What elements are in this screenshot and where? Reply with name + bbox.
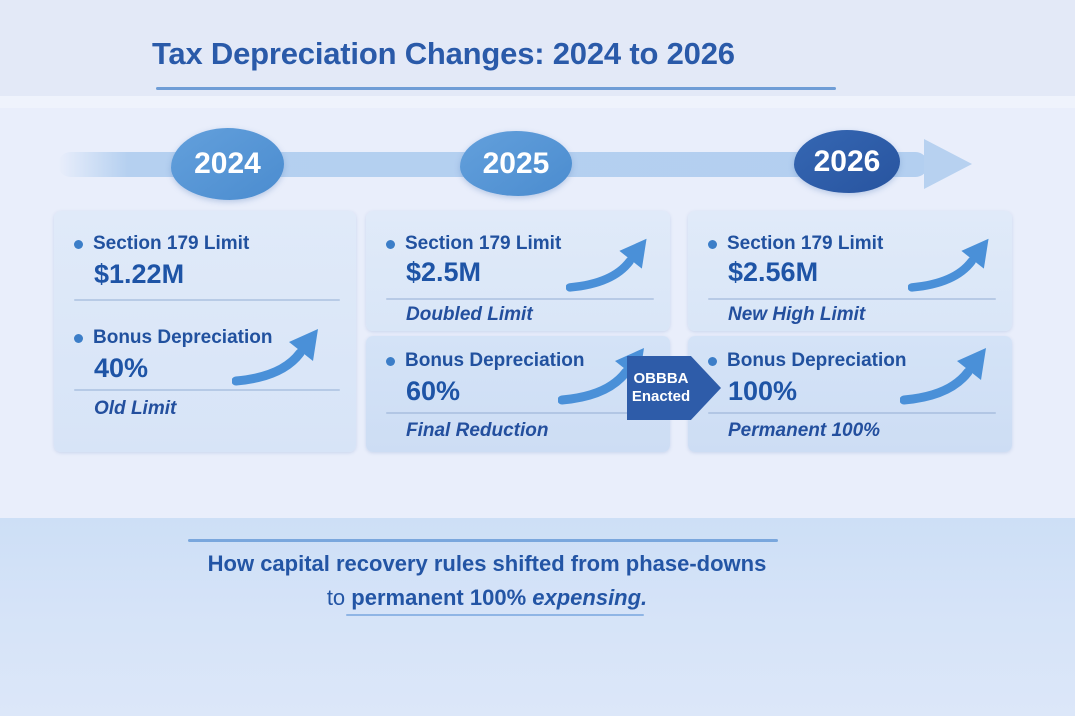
divider bbox=[386, 412, 654, 414]
bullet-icon bbox=[708, 239, 717, 249]
card-2026: Section 179 Limit $2.56M New High Limit … bbox=[688, 211, 1012, 452]
growth-arrow-icon bbox=[232, 329, 318, 386]
growth-arrow-icon bbox=[566, 238, 647, 292]
bullet-icon bbox=[708, 356, 717, 366]
footer-caption-segment: to bbox=[326, 585, 352, 610]
footer-caption-line1: How capital recovery rules shifted from … bbox=[207, 551, 767, 576]
footer-caption-segment: permanent 100% bbox=[351, 585, 533, 610]
footer-caption-line2: to permanent 100% expensing. bbox=[142, 583, 832, 613]
metric-label-text: Section 179 Limit bbox=[727, 233, 884, 254]
obbba-line1: OBBBA bbox=[633, 370, 689, 387]
metric-label-text: Bonus Depreciation bbox=[93, 327, 273, 348]
divider bbox=[74, 299, 340, 301]
metric-caption: Old Limit bbox=[94, 398, 177, 419]
title-underline bbox=[156, 87, 836, 90]
header-band bbox=[0, 0, 1075, 96]
bullet-icon bbox=[386, 239, 395, 249]
metric-label: Section 179 Limit bbox=[74, 233, 249, 255]
metric-value: 100% bbox=[728, 376, 798, 406]
card-2026-bonus-depreciation: Bonus Depreciation 100% Permanent 100% bbox=[688, 336, 1012, 452]
metric-label: Bonus Depreciation bbox=[74, 327, 272, 349]
metric-value: $1.22M bbox=[94, 259, 185, 289]
bullet-icon bbox=[386, 356, 395, 366]
metric-label-text: Bonus Depreciation bbox=[727, 350, 907, 371]
metric-caption: Permanent 100% bbox=[728, 420, 881, 441]
timeline-node-2026: 2026 bbox=[794, 130, 900, 193]
card-2025: Section 179 Limit $2.5M Doubled Limit Bo… bbox=[366, 211, 670, 452]
timeline-node-2024: 2024 bbox=[171, 128, 284, 200]
bullet-icon bbox=[74, 239, 83, 249]
footer-band bbox=[0, 518, 1075, 716]
obbba-line2: Enacted bbox=[631, 388, 691, 405]
footer-top-rule bbox=[188, 539, 778, 542]
metric-caption: New High Limit bbox=[728, 304, 866, 325]
metric-label-text: Bonus Depreciation bbox=[405, 350, 585, 371]
growth-arrow-icon bbox=[900, 348, 986, 405]
metric-value: $2.56M bbox=[728, 257, 819, 287]
card-2026-section-179: Section 179 Limit $2.56M New High Limit bbox=[688, 211, 1012, 331]
card-2025-section-179: Section 179 Limit $2.5M Doubled Limit bbox=[366, 211, 670, 331]
timeline-node-2025: 2025 bbox=[460, 131, 572, 196]
metric-label-text: Section 179 Limit bbox=[405, 233, 562, 254]
metric-label-text: Section 179 Limit bbox=[93, 233, 250, 254]
page-title: Tax Depreciation Changes: 2024 to 2026 bbox=[152, 36, 735, 71]
metric-label: Bonus Depreciation bbox=[386, 350, 584, 372]
timeline-year-label: 2025 bbox=[482, 146, 550, 180]
metric-label: Section 179 Limit bbox=[386, 233, 561, 255]
footer-caption: How capital recovery rules shifted from … bbox=[142, 549, 832, 613]
card-2025-bonus-depreciation: Bonus Depreciation 60% Final Reduction bbox=[366, 336, 670, 452]
metric-value: 40% bbox=[94, 353, 149, 383]
growth-arrow-icon bbox=[908, 238, 989, 292]
timeline-arrowhead-icon bbox=[924, 139, 972, 189]
card-2024: Section 179 Limit $1.22M Bonus Depreciat… bbox=[54, 211, 356, 452]
metric-value: 60% bbox=[406, 376, 461, 406]
metric-caption: Doubled Limit bbox=[406, 304, 533, 325]
metric-label: Section 179 Limit bbox=[708, 233, 883, 255]
divider bbox=[74, 389, 340, 391]
bullet-icon bbox=[74, 333, 83, 343]
timeline-year-label: 2024 bbox=[194, 147, 261, 180]
header-divider-band bbox=[0, 96, 1075, 108]
divider bbox=[386, 298, 654, 300]
card-2024-panel: Section 179 Limit $1.22M Bonus Depreciat… bbox=[54, 211, 356, 452]
divider bbox=[708, 298, 996, 300]
footer-caption-segment: expensing. bbox=[532, 585, 648, 610]
metric-value: $2.5M bbox=[406, 257, 482, 287]
footer-underline bbox=[346, 614, 644, 616]
divider bbox=[708, 412, 996, 414]
timeline-year-label: 2026 bbox=[813, 144, 881, 178]
metric-label: Bonus Depreciation bbox=[708, 350, 906, 372]
metric-caption: Final Reduction bbox=[406, 420, 549, 441]
